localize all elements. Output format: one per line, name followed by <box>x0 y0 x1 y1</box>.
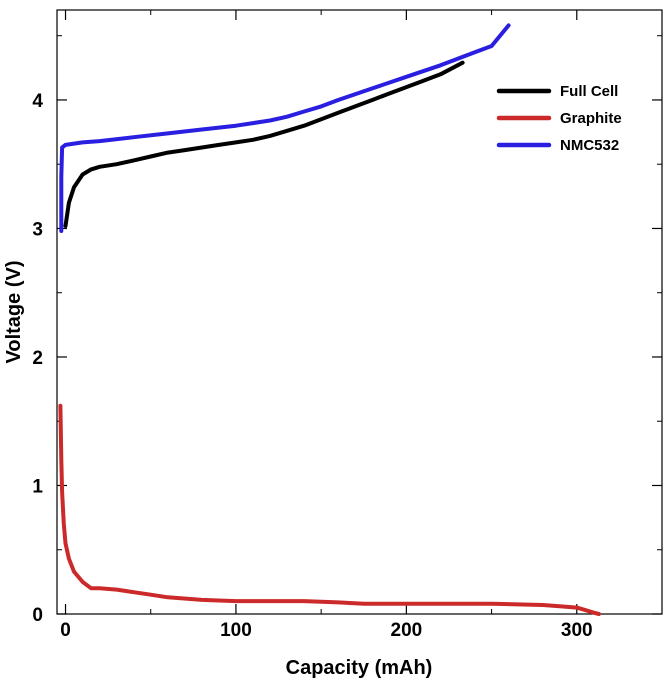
y-axis-title: Voltage (V) <box>3 261 25 364</box>
series-line-graphite <box>58 403 601 616</box>
x-axis-ticks: 0 100 200 300 <box>60 10 593 641</box>
x-tick-label: 0 <box>60 620 71 641</box>
legend-label: Full Cell <box>560 83 618 100</box>
legend: Full Cell Graphite NMC532 <box>496 83 622 154</box>
y-tick-label: 2 <box>32 348 43 369</box>
x-axis-title: Capacity (mAh) <box>286 657 433 679</box>
y-tick-label: 1 <box>32 476 43 497</box>
x-tick-label: 100 <box>220 620 252 641</box>
y-tick-label: 4 <box>32 91 43 112</box>
y-tick-label: 3 <box>32 219 43 240</box>
plot-frame <box>56 9 663 615</box>
legend-label: NMC532 <box>560 137 619 154</box>
x-tick-label: 200 <box>391 620 423 641</box>
y-tick-label: 0 <box>32 605 43 626</box>
legend-label: Graphite <box>560 110 622 127</box>
x-tick-label: 300 <box>561 620 593 641</box>
series-line-full-cell <box>63 60 465 228</box>
series-line-nmc532 <box>59 23 511 233</box>
series-lines <box>58 23 601 616</box>
